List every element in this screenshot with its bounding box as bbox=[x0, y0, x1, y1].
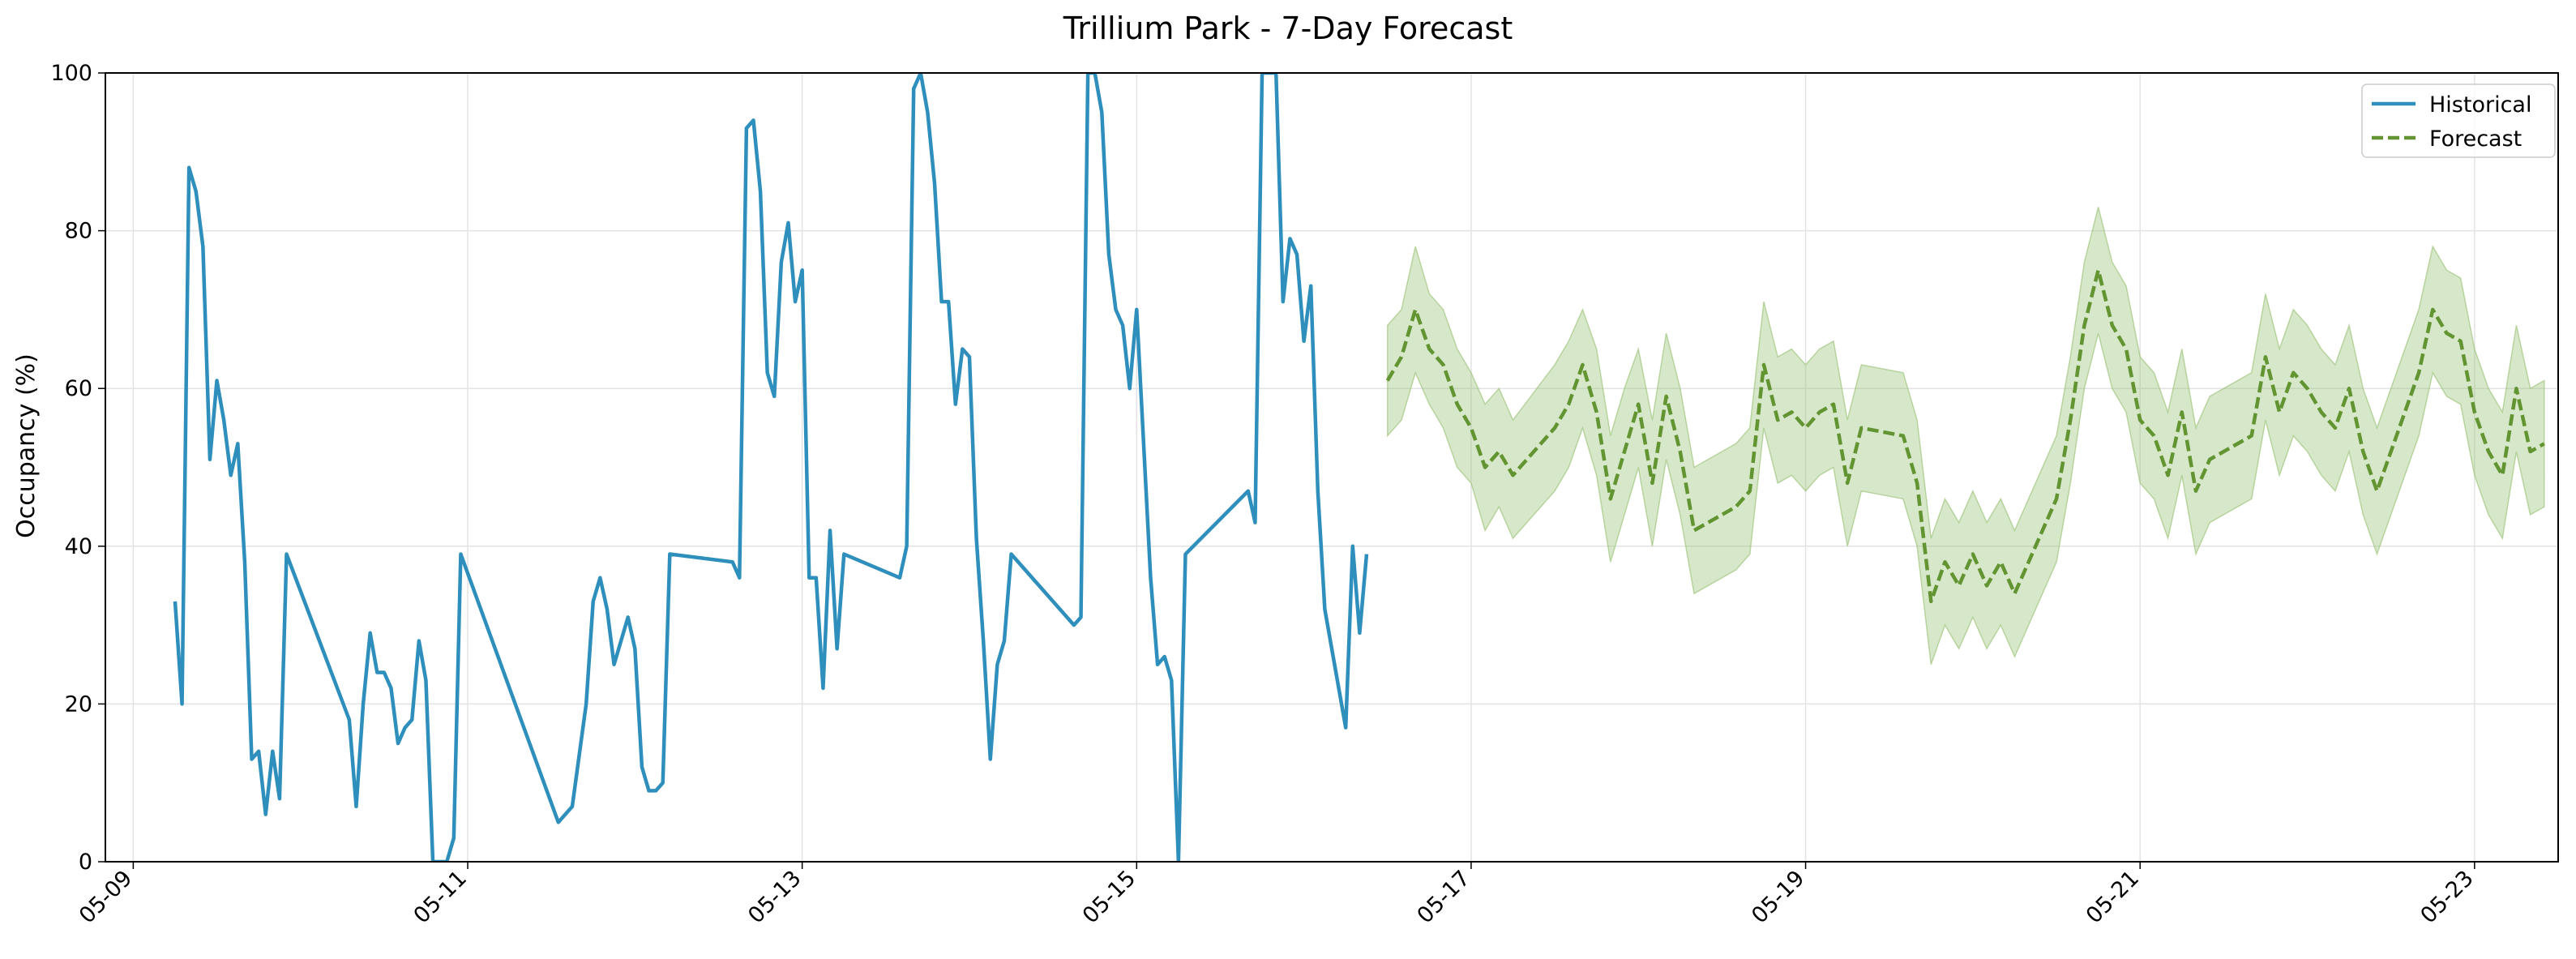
forecast-confidence-band bbox=[1387, 207, 2545, 665]
x-tick-label: 05-13 bbox=[743, 866, 806, 928]
axes: 0 20 40 60 80 100 05-09 05-11 05-13 05-15 05-17 05-… bbox=[50, 61, 2559, 928]
legend-label-historical: Historical bbox=[2429, 92, 2531, 118]
chart-title: Trillium Park - 7-Day Forecast bbox=[1063, 11, 1513, 46]
x-tick-label: 05-19 bbox=[1747, 866, 1809, 928]
x-tick-label: 05-17 bbox=[1412, 866, 1474, 928]
forecast-series-line bbox=[1385, 268, 2545, 604]
y-tick-label: 20 bbox=[65, 691, 92, 717]
y-tick-label: 80 bbox=[65, 219, 92, 244]
forecast-band-area bbox=[1387, 207, 2545, 665]
x-tick-label: 05-11 bbox=[409, 866, 472, 928]
x-tick-label: 05-23 bbox=[2416, 866, 2478, 928]
y-tick-label: 60 bbox=[65, 376, 92, 401]
legend-label-forecast: Forecast bbox=[2429, 126, 2522, 152]
x-tick-label: 05-21 bbox=[2082, 866, 2144, 928]
y-axis-label: Occupancy (%) bbox=[12, 353, 41, 538]
y-tick-label: 40 bbox=[65, 534, 92, 559]
x-tick-label: 05-15 bbox=[1078, 866, 1140, 928]
historical-series-line bbox=[173, 73, 1369, 862]
x-tick-label: 05-09 bbox=[75, 866, 137, 928]
plot-frame bbox=[105, 72, 2559, 863]
series-lines bbox=[173, 73, 2545, 862]
legend: Historical Forecast bbox=[2361, 83, 2556, 158]
y-tick-label: 100 bbox=[50, 61, 92, 86]
y-tick-label: 0 bbox=[79, 850, 92, 875]
